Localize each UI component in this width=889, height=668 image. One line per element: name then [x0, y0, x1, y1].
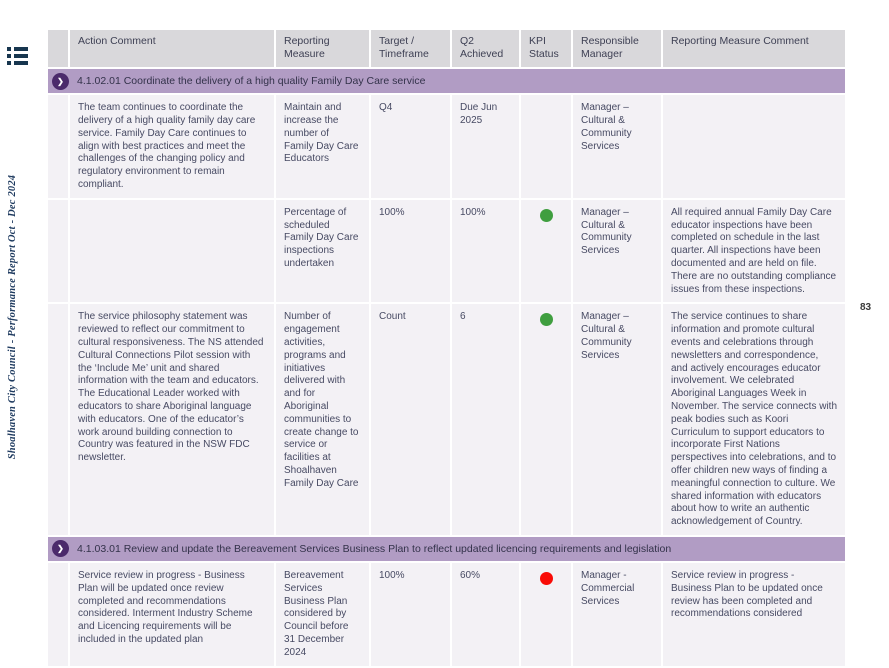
cell-reporting-measure-comment: The service continues to share informati… — [663, 304, 845, 535]
column-header-action-comment: Action Comment — [70, 30, 274, 68]
table-body: ❯ 4.1.02.01 Coordinate the delivery of a … — [48, 69, 845, 666]
cell-reporting-measure: Bereavement Services Business Plan consi… — [276, 562, 369, 666]
column-header-responsible-manager: Responsible Manager — [573, 30, 661, 68]
cell-responsible-manager: Manager - Commercial Services — [573, 562, 661, 666]
row-spacer-cell — [48, 95, 68, 198]
page-number: 83 — [860, 302, 872, 313]
cell-kpi-status — [521, 199, 571, 303]
section-header-band: ❯ 4.1.03.01 Review and update the Bereave… — [48, 536, 845, 561]
column-header-kpi-status: KPI Status — [521, 30, 571, 68]
cell-q2-achieved: Due Jun 2025 — [452, 95, 519, 198]
cell-target-timeframe: 100% — [371, 562, 450, 666]
table-row: Percentage of scheduled Family Day Care … — [48, 199, 845, 303]
cell-action-comment: Service review in progress - Business Pl… — [70, 562, 274, 666]
cell-q2-achieved: 6 — [452, 304, 519, 535]
cell-reporting-measure-comment: Service review in progress - Business Pl… — [663, 562, 845, 666]
table-row: The service philosophy statement was rev… — [48, 304, 845, 535]
table-header-row: Action Comment Reporting Measure Target / … — [48, 30, 845, 68]
cell-kpi-status — [521, 562, 571, 666]
section-title: 4.1.02.01 Coordinate the delivery of a h… — [77, 75, 426, 88]
list-icon-row — [7, 54, 28, 58]
section-header-band: ❯ 4.1.02.01 Coordinate the delivery of a … — [48, 69, 845, 94]
chevron-right-icon: ❯ — [52, 540, 69, 558]
cell-kpi-status — [521, 95, 571, 198]
kpi-status-green-dot-icon — [539, 208, 553, 222]
column-header-q2-achieved: Q2 Achieved — [452, 30, 519, 68]
list-icon-row — [7, 47, 28, 51]
table-row: The team continues to coordinate the del… — [48, 95, 845, 198]
list-menu-icon — [7, 47, 28, 65]
chevron-right-icon: ❯ — [52, 72, 69, 90]
cell-action-comment: The service philosophy statement was rev… — [70, 304, 274, 535]
cell-q2-achieved: 100% — [452, 199, 519, 303]
column-header-reporting-measure: Reporting Measure — [276, 30, 369, 68]
cell-responsible-manager: Manager – Cultural & Community Services — [573, 199, 661, 303]
cell-action-comment: The team continues to coordinate the del… — [70, 95, 274, 198]
column-header-target-timeframe: Target / Timeframe — [371, 30, 450, 68]
cell-target-timeframe: Count — [371, 304, 450, 535]
cell-responsible-manager: Manager – Cultural & Community Services — [573, 304, 661, 535]
cell-target-timeframe: 100% — [371, 199, 450, 303]
cell-reporting-measure: Percentage of scheduled Family Day Care … — [276, 199, 369, 303]
cell-kpi-status — [521, 304, 571, 535]
header-spacer-cell — [48, 30, 68, 68]
cell-reporting-measure-comment — [663, 95, 845, 198]
row-spacer-cell — [48, 199, 68, 303]
cell-responsible-manager: Manager – Cultural & Community Services — [573, 95, 661, 198]
row-spacer-cell — [48, 562, 68, 666]
report-vertical-title: Shoalhaven City Council - Performance Re… — [7, 174, 18, 460]
section-title: 4.1.03.01 Review and update the Bereavem… — [77, 542, 672, 555]
performance-report-table: Action Comment Reporting Measure Target / … — [48, 30, 845, 668]
column-header-reporting-measure-comment: Reporting Measure Comment — [663, 30, 845, 68]
cell-reporting-measure: Maintain and increase the number of Fami… — [276, 95, 369, 198]
row-spacer-cell — [48, 304, 68, 535]
table-row: Service review in progress - Business Pl… — [48, 562, 845, 666]
cell-q2-achieved: 60% — [452, 562, 519, 666]
cell-target-timeframe: Q4 — [371, 95, 450, 198]
kpi-status-red-dot-icon — [539, 571, 553, 585]
cell-action-comment — [70, 199, 274, 303]
cell-reporting-measure-comment: All required annual Family Day Care educ… — [663, 199, 845, 303]
kpi-status-green-dot-icon — [539, 313, 553, 327]
cell-reporting-measure: Number of engagement activities, program… — [276, 304, 369, 535]
list-icon-row — [7, 61, 28, 65]
